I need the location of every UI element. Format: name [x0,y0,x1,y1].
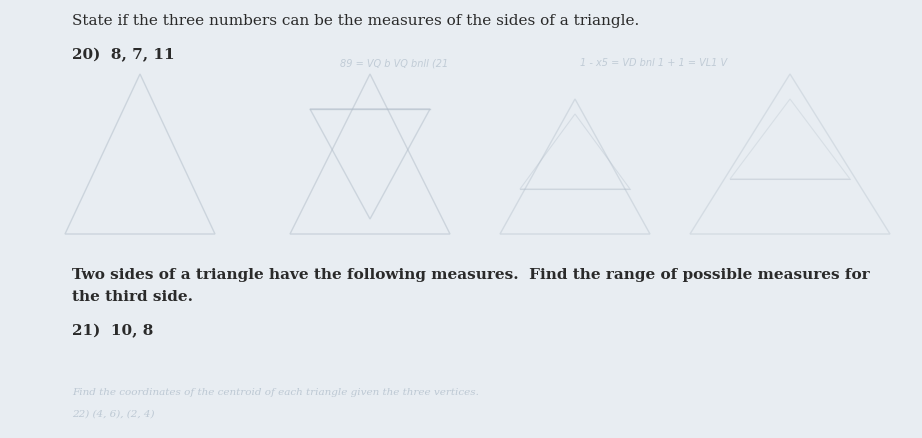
Text: State if the three numbers can be the measures of the sides of a triangle.: State if the three numbers can be the me… [72,14,639,28]
Text: 89 = VQ b VQ bnll (21: 89 = VQ b VQ bnll (21 [340,58,448,68]
Text: 20)  8, 7, 11: 20) 8, 7, 11 [72,48,174,62]
Text: 21)  10, 8: 21) 10, 8 [72,323,153,337]
Text: Two sides of a triangle have the following measures.  Find the range of possible: Two sides of a triangle have the followi… [72,267,869,281]
Text: 1 - x5 = VD bnl 1 + 1 = VL1 V: 1 - x5 = VD bnl 1 + 1 = VL1 V [580,58,727,68]
Text: Find the coordinates of the centroid of each triangle given the three vertices.: Find the coordinates of the centroid of … [72,387,479,396]
Text: the third side.: the third side. [72,290,193,303]
Text: 22) (4, 6), (2, 4): 22) (4, 6), (2, 4) [72,409,155,418]
